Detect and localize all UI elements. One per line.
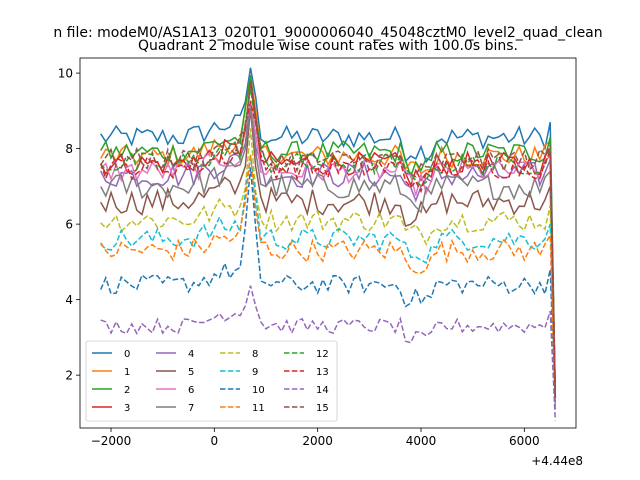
series-line-3 bbox=[100, 81, 557, 395]
figure-suptitle: n file: modeM0/AS1A13_020T01_9000006040_… bbox=[53, 25, 602, 41]
legend-label-12: 12 bbox=[316, 349, 329, 360]
legend-label-7: 7 bbox=[188, 403, 194, 414]
axes-frame bbox=[79, 57, 577, 429]
series-line-2 bbox=[100, 75, 557, 398]
legend-label-9: 9 bbox=[252, 367, 258, 378]
series-layer bbox=[99, 67, 557, 421]
y-tick-label: 6 bbox=[65, 218, 73, 232]
x-tick-label: −2000 bbox=[91, 434, 132, 448]
series-line-13 bbox=[99, 101, 557, 398]
y-tick-label: 10 bbox=[58, 67, 73, 81]
series-line-12 bbox=[100, 89, 557, 398]
x-tick-label: 4000 bbox=[406, 434, 437, 448]
x-offset-label: +4.44e8 bbox=[531, 454, 583, 468]
series-line-10 bbox=[100, 167, 557, 410]
legend-label-10: 10 bbox=[252, 385, 265, 396]
series-line-0 bbox=[100, 67, 557, 391]
legend-label-2: 2 bbox=[124, 385, 130, 396]
legend-label-0: 0 bbox=[124, 349, 130, 360]
y-tick-label: 8 bbox=[65, 142, 73, 156]
series-line-15 bbox=[100, 81, 557, 398]
legend-label-3: 3 bbox=[124, 403, 130, 414]
legend-label-1: 1 bbox=[124, 367, 130, 378]
x-tick-label: 6000 bbox=[509, 434, 540, 448]
legend-label-13: 13 bbox=[316, 367, 329, 378]
legend-frame bbox=[85, 340, 338, 422]
series-line-14 bbox=[100, 285, 557, 421]
y-tick-label: 2 bbox=[65, 369, 73, 383]
series-line-5 bbox=[100, 108, 557, 402]
series-line-8 bbox=[100, 128, 557, 406]
legend-label-4: 4 bbox=[188, 349, 194, 360]
legend-label-8: 8 bbox=[252, 349, 258, 360]
series-line-11 bbox=[100, 153, 557, 410]
x-tick-label: 0 bbox=[211, 434, 219, 448]
legend-label-11: 11 bbox=[252, 403, 265, 414]
legend-label-5: 5 bbox=[188, 367, 194, 378]
series-line-6 bbox=[100, 103, 557, 398]
legend-label-6: 6 bbox=[188, 385, 194, 396]
legend-label-15: 15 bbox=[316, 403, 329, 414]
x-tick-label: 2000 bbox=[302, 434, 333, 448]
legend-label-14: 14 bbox=[316, 385, 329, 396]
y-tick-label: 4 bbox=[65, 293, 73, 307]
chart-title: Quadrant 2 module wise count rates with … bbox=[138, 38, 518, 54]
series-line-7 bbox=[100, 107, 557, 402]
